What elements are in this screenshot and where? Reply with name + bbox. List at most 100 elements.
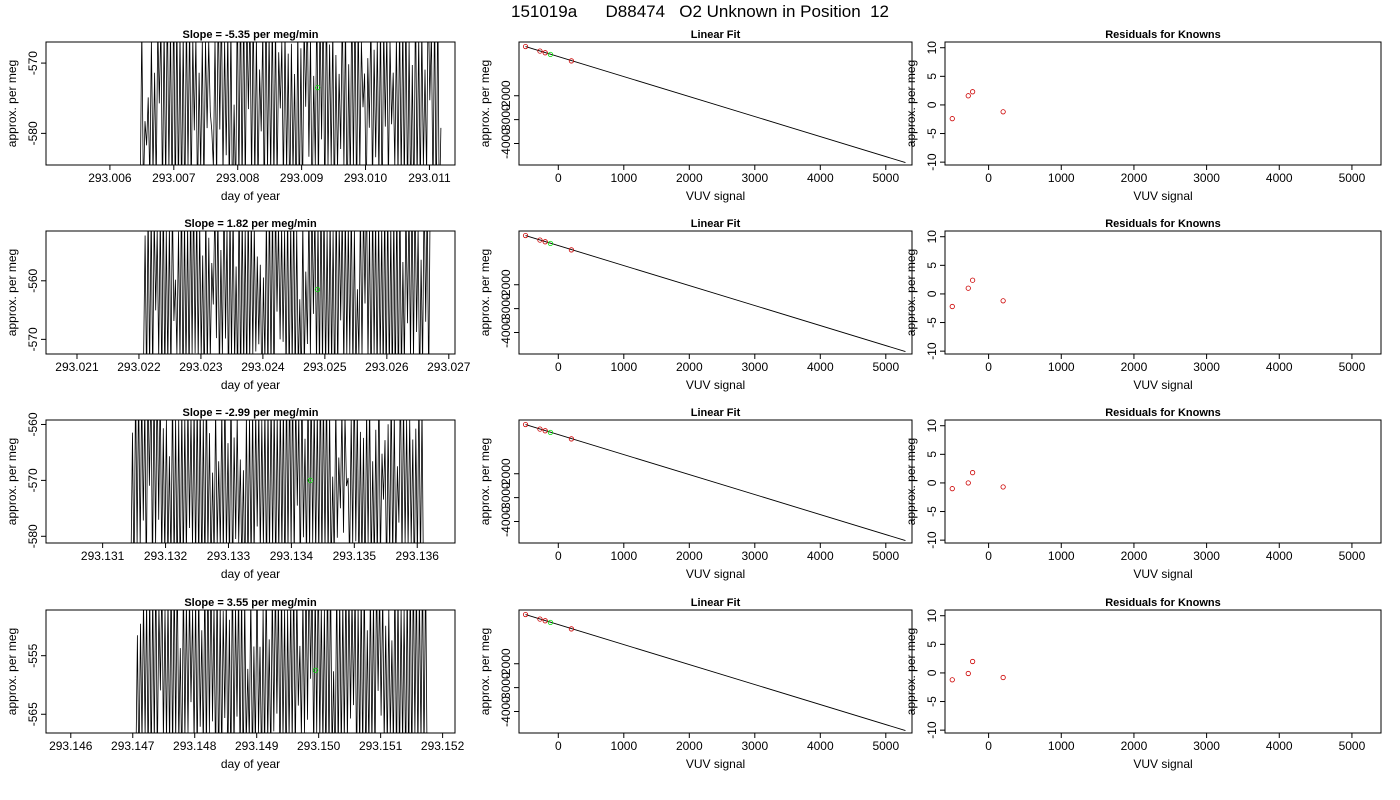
known-point-2 (965, 285, 971, 291)
x-tick-label: 4000 (1266, 549, 1293, 563)
y-axis-label: approx. per meg (478, 438, 492, 525)
known-point-2 (537, 616, 543, 622)
x-tick-label: 0 (985, 171, 992, 185)
known-point-4 (1000, 674, 1006, 681)
y-tick-label: -3000 (499, 293, 513, 324)
x-tick-label: 3000 (1193, 739, 1220, 753)
x-tick-label: 293.027 (427, 360, 471, 374)
x-tick-label: 2000 (1121, 739, 1148, 753)
known-point-4 (1000, 109, 1006, 115)
y-tick-label: -5 (925, 506, 939, 517)
plot-area (949, 89, 1006, 122)
known-point-1 (949, 486, 955, 492)
plot-area (135, 610, 428, 733)
known-point-2 (537, 426, 543, 432)
y-tick-label: 5 (925, 641, 939, 648)
x-tick-label: 5000 (872, 739, 899, 753)
chart-title: Slope = 1.82 per meg/min (184, 218, 317, 230)
y-tick-label: -4000 (499, 317, 513, 348)
known-point-3 (970, 658, 976, 665)
page-title: 151019a D88474 O2 Unknown in Position 12 (510, 2, 890, 21)
x-tick-label: 293.133 (207, 549, 251, 563)
y-tick-label: 0 (925, 669, 939, 676)
x-tick-label: 4000 (807, 739, 834, 753)
x-tick-label: 2000 (1121, 360, 1148, 374)
chart-title: Slope = -2.99 per meg/min (182, 407, 318, 419)
chart-panel-4: Slope = 1.82 per meg/min day of year appro… (5, 218, 471, 392)
chart-panel-12: Residuals for Knowns VUV signal approx. pe… (904, 597, 1382, 771)
x-tick-label: 1000 (610, 549, 637, 563)
x-axis-label: day of year (221, 378, 280, 392)
y-tick-label: 10 (925, 419, 939, 433)
y-tick-label: -5 (925, 128, 939, 139)
plot-frame (944, 419, 1382, 544)
unknown-point-1 (315, 85, 321, 91)
data-trace-line (140, 42, 442, 165)
x-tick-label: 293.131 (81, 549, 125, 563)
y-tick-label: -570 (26, 327, 40, 351)
x-tick-label: 293.009 (280, 171, 324, 185)
known-point-4 (1000, 298, 1006, 304)
unknown-point-1 (312, 667, 319, 673)
y-tick-label: -555 (26, 643, 40, 667)
chart-panel-6: Residuals for Knowns VUV signal approx. pe… (904, 218, 1382, 392)
x-axis-label: VUV signal (1133, 189, 1192, 203)
known-point-1 (949, 677, 955, 683)
y-axis-label: approx. per meg (478, 249, 492, 336)
chart-title: Residuals for Knowns (1105, 29, 1221, 41)
data-trace-line (143, 231, 431, 354)
plot-area (949, 277, 1006, 310)
chart-panel-11: Linear Fit VUV signal approx. per meg 0 1000… (478, 597, 913, 771)
y-tick-label: -2000 (499, 458, 513, 489)
x-tick-label: 1000 (1048, 549, 1075, 563)
plot-frame (518, 609, 913, 734)
x-tick-label: 293.011 (408, 171, 451, 185)
x-tick-label: 293.008 (216, 171, 260, 185)
chart-title: Slope = 3.55 per meg/min (184, 597, 317, 609)
x-tick-label: 0 (555, 739, 562, 753)
x-tick-label: 1000 (1048, 171, 1075, 185)
fit-line (525, 614, 906, 732)
y-tick-label: 10 (925, 230, 939, 244)
unknown-point-4 (547, 240, 554, 247)
x-tick-label: 5000 (1339, 739, 1366, 753)
y-tick-label: -2000 (499, 269, 513, 300)
x-tick-label: 0 (555, 549, 562, 563)
x-tick-label: 293.010 (344, 171, 388, 185)
chart-title: Linear Fit (691, 597, 741, 609)
chart-panel-7: Slope = -2.99 per meg/min day of year appr… (5, 407, 456, 581)
x-tick-label: 293.007 (152, 171, 196, 185)
x-tick-label: 4000 (1266, 360, 1293, 374)
known-point-3 (542, 618, 548, 624)
known-point-1 (949, 116, 955, 122)
y-axis-label: approx. per meg (5, 628, 19, 715)
fit-line (525, 424, 906, 542)
known-point-5 (568, 58, 575, 64)
y-tick-label: -5 (925, 696, 939, 707)
y-tick-label: 10 (925, 609, 939, 623)
plot-frame (944, 41, 1382, 166)
chart-title: Slope = -5.35 per meg/min (182, 29, 318, 41)
x-tick-label: 0 (555, 360, 562, 374)
x-tick-label: 3000 (741, 549, 768, 563)
x-tick-label: 293.022 (117, 360, 161, 374)
y-tick-label: -560 (26, 268, 40, 292)
plot-area (949, 470, 1006, 492)
x-tick-label: 293.136 (396, 549, 440, 563)
x-tick-label: 1000 (610, 171, 637, 185)
x-tick-label: 4000 (1266, 171, 1293, 185)
plot-frame (518, 230, 913, 355)
x-tick-label: 2000 (676, 739, 703, 753)
chart-title: Linear Fit (691, 218, 741, 230)
x-axis-label: day of year (221, 567, 280, 581)
plot-area (522, 611, 906, 732)
x-tick-label: 293.134 (270, 549, 314, 563)
y-tick-label: 5 (925, 262, 939, 269)
y-tick-label: -570 (26, 468, 40, 492)
plot-area (143, 231, 431, 354)
known-point-3 (970, 89, 976, 95)
x-axis-label: VUV signal (686, 567, 745, 581)
unknown-point-4 (547, 619, 554, 626)
x-tick-label: 4000 (807, 549, 834, 563)
chart-panel-3: Residuals for Knowns VUV signal approx. pe… (904, 29, 1382, 203)
